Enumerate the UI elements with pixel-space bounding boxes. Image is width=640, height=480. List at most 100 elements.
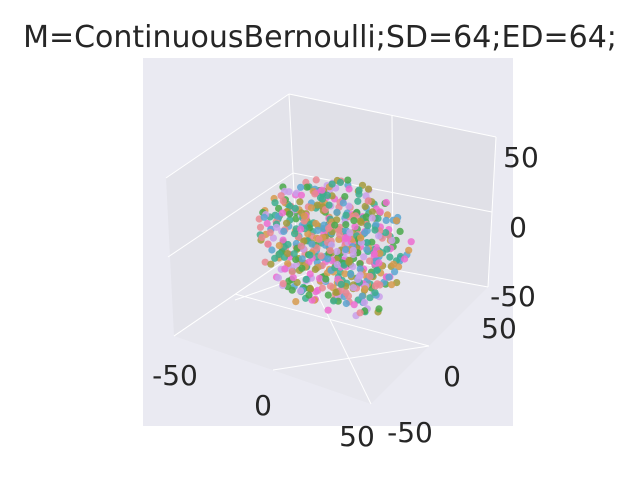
scatter-point xyxy=(341,270,349,278)
scatter-point xyxy=(385,273,393,281)
scatter-point xyxy=(375,305,383,313)
scatter-point xyxy=(315,274,324,282)
scatter-point xyxy=(298,264,306,272)
scatter-point xyxy=(368,214,376,222)
scatter-point xyxy=(264,240,272,248)
y-tick-label: -50 xyxy=(387,416,433,449)
scatter-point xyxy=(396,227,404,235)
scatter-point xyxy=(297,225,305,233)
scatter-point xyxy=(366,294,374,302)
scatter-point xyxy=(283,219,291,227)
scatter-point xyxy=(332,288,340,296)
scatter-point xyxy=(371,282,379,290)
scatter-point xyxy=(336,178,344,186)
x-tick-label: 50 xyxy=(339,420,375,453)
scatter-point xyxy=(306,270,314,278)
scatter-point xyxy=(370,250,378,258)
scatter-point xyxy=(350,301,358,309)
scatter-point xyxy=(376,249,384,257)
scatter-point xyxy=(364,185,373,193)
scatter-point xyxy=(293,278,301,287)
scatter-point xyxy=(286,202,294,210)
scatter-point xyxy=(355,190,363,198)
scatter-point xyxy=(289,274,297,282)
scatter-point xyxy=(326,247,334,255)
scatter-point xyxy=(304,230,312,238)
scatter-point xyxy=(325,201,333,209)
scatter-point xyxy=(296,198,304,206)
scatter-point xyxy=(375,259,383,267)
scatter-point xyxy=(357,234,365,242)
scatter-point xyxy=(347,270,355,278)
scatter-point xyxy=(364,197,372,205)
scatter-point xyxy=(375,232,383,240)
scatter-point xyxy=(312,219,320,228)
scatter-point xyxy=(371,289,379,297)
scatter-point xyxy=(333,208,341,216)
scatter-point xyxy=(260,213,268,221)
scatter-point xyxy=(364,222,372,230)
scatter-point xyxy=(339,199,347,207)
chart-title: M=ContinuousBernoulli;SD=64;ED=64; xyxy=(23,20,617,55)
scatter-point xyxy=(401,255,409,263)
scatter-point xyxy=(405,246,413,254)
scatter-point xyxy=(386,253,394,261)
scatter-point xyxy=(288,286,296,294)
scatter-point xyxy=(333,216,341,224)
y-tick-label: 50 xyxy=(481,312,517,345)
scatter-point xyxy=(297,242,305,250)
floor-pane xyxy=(174,252,488,404)
scatter-point xyxy=(275,242,283,250)
scatter-point xyxy=(273,223,281,231)
scatter-point xyxy=(313,201,321,209)
scatter-point xyxy=(312,176,320,184)
scatter-point xyxy=(374,214,382,222)
scatter-point xyxy=(368,208,376,216)
scatter-point xyxy=(345,258,353,266)
scatter-point xyxy=(290,250,298,258)
scatter-point xyxy=(333,247,341,256)
scatter-point xyxy=(274,274,282,282)
scatter-point xyxy=(278,209,286,217)
scatter-point xyxy=(383,211,392,219)
scatter-point xyxy=(342,299,350,308)
scatter-point xyxy=(360,298,369,306)
scatter-point xyxy=(313,244,321,252)
scatter-point xyxy=(306,285,315,293)
scatter-point xyxy=(342,211,350,219)
z-tick-label: 50 xyxy=(503,141,539,174)
scatter-point xyxy=(349,284,357,292)
scatter-point xyxy=(342,289,350,297)
scatter-point xyxy=(324,291,332,299)
scatter-point xyxy=(346,229,354,237)
scatter-point xyxy=(314,226,322,234)
scatter-point xyxy=(392,217,401,225)
scatter-point xyxy=(306,251,314,259)
scatter-point xyxy=(342,233,350,242)
scatter-point xyxy=(383,245,391,253)
scatter-point xyxy=(318,195,326,203)
scatter-point xyxy=(318,284,326,292)
scatter-point xyxy=(330,297,338,305)
scatter-point xyxy=(356,260,364,268)
scatter-point xyxy=(376,208,384,216)
scatter-point xyxy=(342,245,350,254)
scatter-point xyxy=(288,268,296,276)
scatter-point xyxy=(390,260,398,268)
scatter-point xyxy=(291,230,299,238)
scatter-point xyxy=(263,219,271,228)
scatter-point xyxy=(341,193,349,201)
scatter-point xyxy=(354,275,362,283)
scatter-point xyxy=(292,255,300,263)
scatter-point xyxy=(308,240,316,248)
scatter-point xyxy=(354,197,362,205)
scatter-point xyxy=(351,223,359,231)
scatter-point xyxy=(382,229,390,237)
scatter-point xyxy=(363,245,371,254)
scatter-point xyxy=(303,183,311,191)
scatter-point xyxy=(284,250,292,258)
scatter-point xyxy=(292,298,300,306)
scatter-point xyxy=(362,213,370,221)
y-axis-ticks: -50 0 50 xyxy=(387,312,517,449)
